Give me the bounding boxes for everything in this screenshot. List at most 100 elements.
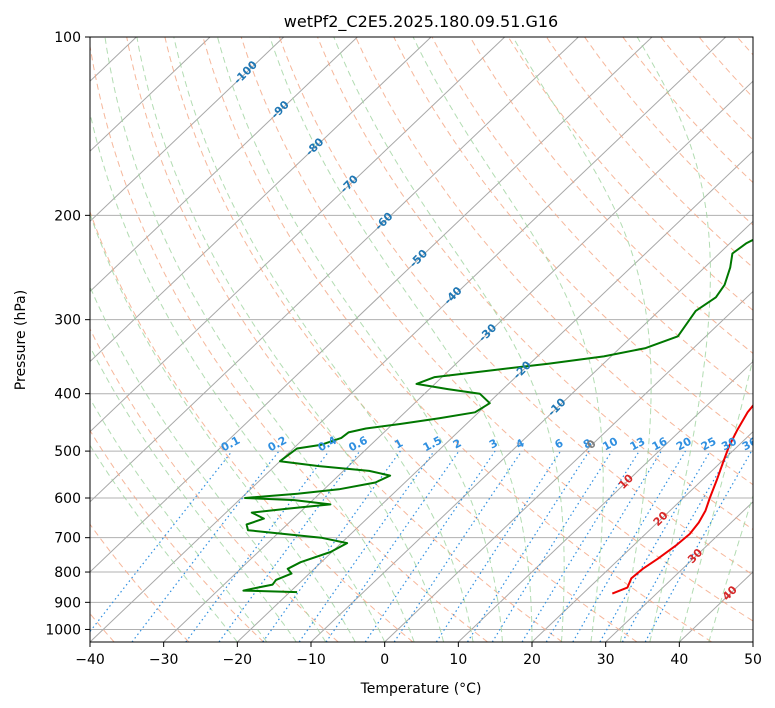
mixing-ratio-line	[599, 450, 711, 642]
y-tick-label: 600	[54, 491, 81, 507]
mixing-ratio-line	[185, 450, 330, 642]
moist-adiabat-line	[412, 37, 604, 642]
moist-adiabat-line	[136, 37, 445, 642]
isotherm-line	[90, 37, 653, 573]
dry-adiabat-line	[698, 37, 753, 99]
isotherm-line	[90, 37, 211, 152]
moist-adiabat-line	[678, 356, 753, 642]
dry-adiabat-line	[469, 37, 753, 354]
y-tick-label: 400	[54, 387, 81, 403]
moist-adiabat-line	[90, 345, 297, 642]
series-layer	[242, 238, 753, 595]
moist-adiabat-line	[333, 37, 565, 642]
isotherm-line	[163, 80, 753, 642]
isotherm-line	[90, 37, 285, 223]
isotherm-line	[90, 37, 727, 642]
mixing-ratio-label: 2	[451, 436, 464, 451]
dry-adiabat-line	[90, 210, 414, 642]
mixing-ratio-line	[466, 450, 590, 642]
dry-adiabat-line	[126, 37, 563, 642]
moist-adiabat-line	[90, 397, 268, 642]
x-tick-label: −30	[149, 652, 179, 668]
dry-adiabat-line	[90, 429, 264, 642]
isotherm-line	[236, 150, 753, 642]
mixing-ratio-label: 20	[674, 435, 694, 454]
chart-title: wetPf2_C2E5.2025.180.09.51.G16	[284, 12, 558, 32]
annotation-layer: 0.1 0.2 0.4 0.6 1 1.5 2 3 4 6 8 10 13 16 20 25 30 36-100-…	[219, 58, 753, 603]
isotherm-line	[605, 501, 753, 642]
dry-adiabat-line	[90, 327, 339, 642]
dry-adiabat-line	[546, 37, 753, 269]
dry-adiabat-line	[507, 37, 753, 311]
isotherm-line	[90, 37, 432, 363]
mixing-ratio-line	[644, 450, 753, 642]
mixing-ratio-label: 6	[553, 436, 566, 451]
dry-adiabat-line	[202, 37, 712, 642]
x-tick-label: −20	[223, 652, 253, 668]
x-tick-label: 20	[523, 652, 541, 668]
moist-adiabat-line	[90, 444, 238, 642]
isotherm-line	[90, 37, 579, 503]
x-tick-label: −10	[296, 652, 326, 668]
mixing-ratio-line	[262, 450, 401, 642]
dewpoint-line	[242, 238, 753, 594]
x-tick-label: 10	[449, 652, 467, 668]
mixing-ratio-line	[325, 450, 460, 642]
mixing-ratio-label: 30	[719, 435, 739, 454]
dry-adiabat-line	[355, 37, 753, 486]
mixing-ratio-label: 25	[699, 435, 719, 454]
moist-adiabat-line	[708, 494, 753, 642]
moist-adiabat-line	[173, 37, 474, 642]
y-tick-label: 900	[54, 595, 81, 611]
background-lines	[0, 37, 753, 642]
y-tick-label: 200	[54, 208, 81, 224]
x-tick-label: −40	[75, 652, 105, 668]
moist-adiabat-line	[104, 37, 415, 642]
plot-frame	[89, 36, 754, 643]
y-axis-label: Pressure (hPa)	[13, 290, 29, 390]
dry-adiabat-line	[622, 37, 753, 184]
x-axis-label: Temperature (°C)	[360, 681, 482, 697]
mixing-ratio-line	[545, 450, 662, 642]
moist-adiabat-line	[90, 110, 386, 642]
x-axis: −40 −30 −20 −10 0 10 20 30 40 50	[75, 642, 762, 668]
mixing-ratio-label: 16	[650, 435, 670, 454]
isotherm-line	[90, 37, 506, 433]
dry-adiabat-line	[431, 37, 753, 398]
y-axis: 100 200 300 400 500 600 700 800 900 1000	[45, 30, 90, 638]
dry-adiabat-line	[317, 37, 753, 531]
x-tick-label: 0	[380, 652, 389, 668]
mixing-ratio-line	[572, 450, 687, 642]
mixing-ratio-line	[491, 450, 613, 642]
mixing-ratio-line	[218, 450, 361, 642]
isotherm-line	[457, 360, 753, 642]
isotherm-line	[531, 430, 753, 642]
y-tick-label: 100	[54, 30, 81, 46]
mixing-ratio-line	[298, 450, 435, 642]
moist-adiabat-line	[636, 37, 711, 642]
moist-adiabat-line	[90, 285, 327, 642]
temperature-line	[611, 404, 753, 595]
mixing-ratio-line	[435, 450, 562, 642]
dry-adiabat-line	[90, 523, 190, 642]
mixing-ratio-label: 10	[600, 435, 620, 454]
isotherm-line	[90, 37, 358, 293]
isotherm-line	[752, 641, 753, 642]
isotherm-label: -100	[231, 58, 260, 87]
dry-adiabat-line	[164, 37, 638, 642]
y-tick-label: 800	[54, 565, 81, 581]
mixing-ratio-line	[131, 450, 280, 642]
isotherm-line	[384, 290, 753, 642]
isotherm-line	[310, 220, 753, 642]
mixing-ratio-label: 13	[628, 435, 648, 454]
dry-adiabat-line	[240, 37, 753, 622]
dry-adiabat-line	[584, 37, 753, 226]
isotherm-line	[0, 37, 63, 642]
mixing-ratio-line	[364, 450, 496, 642]
dry-adiabat-line	[736, 37, 753, 56]
y-tick-label: 300	[54, 313, 81, 329]
x-tick-label: 40	[670, 652, 688, 668]
moist-adiabat-line	[269, 37, 533, 642]
x-tick-label: 50	[744, 652, 762, 668]
